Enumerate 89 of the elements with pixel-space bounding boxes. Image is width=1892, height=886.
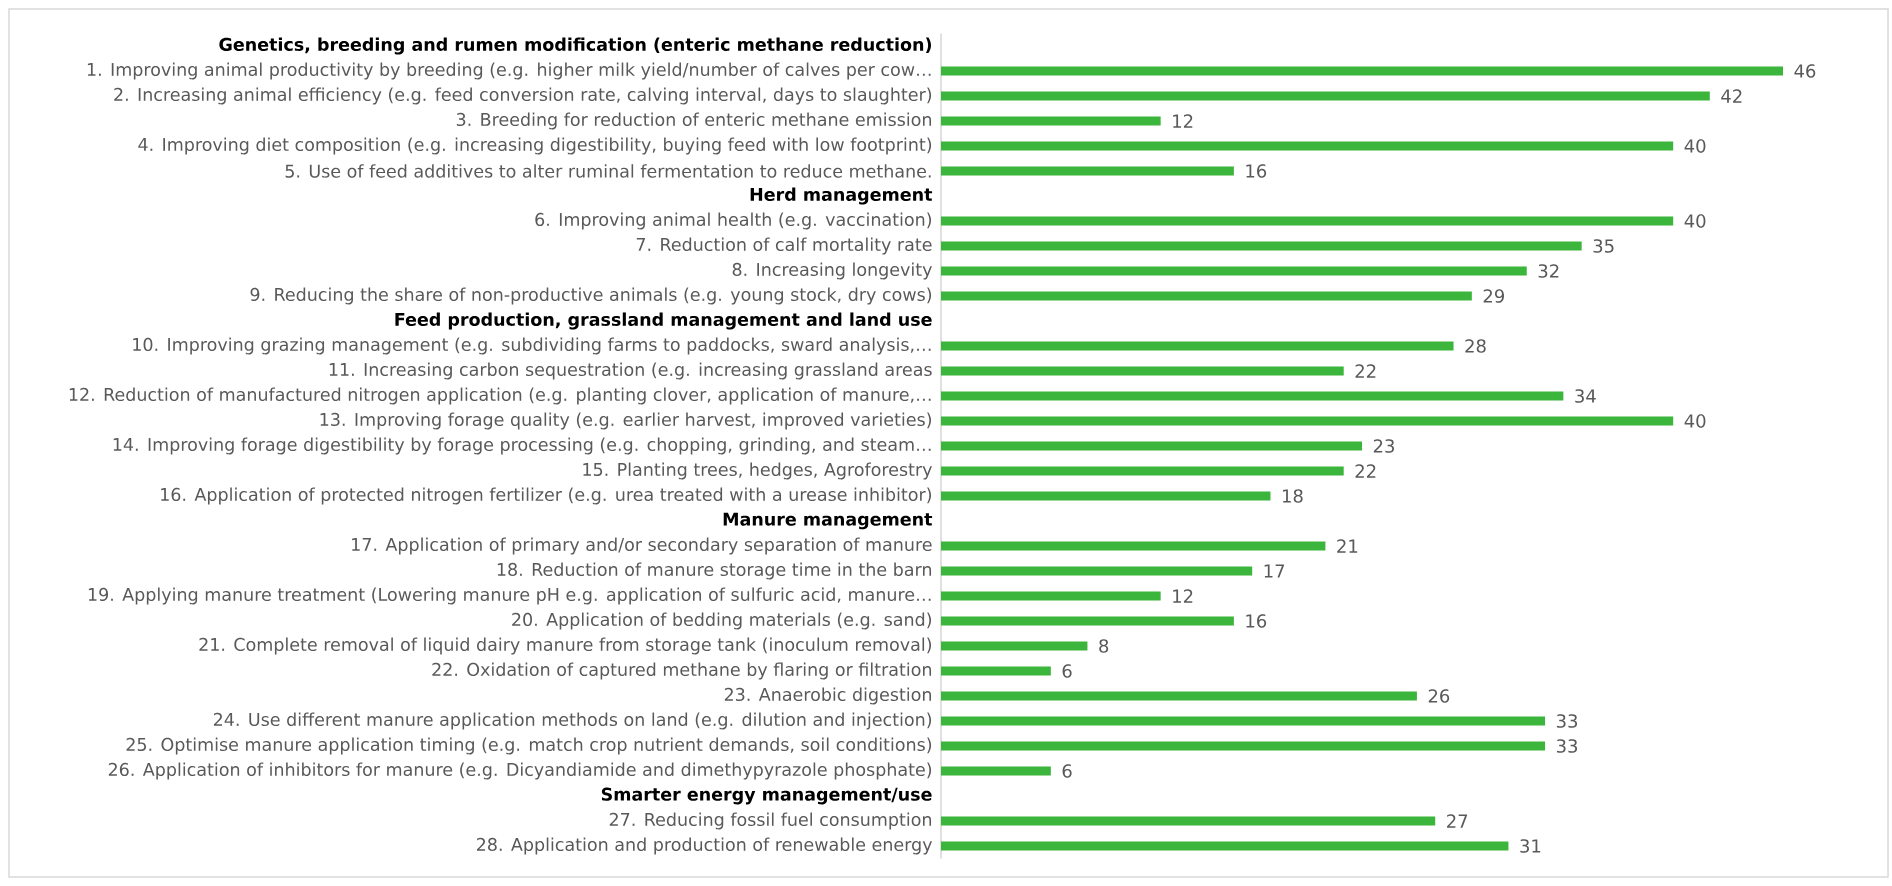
data-label: 27 — [1447, 814, 1468, 828]
data-label: 28 — [1465, 339, 1486, 353]
bar — [941, 491, 1271, 501]
y-tick-label: 16. Application of protected nitrogen fertilizer (e.g. urea treated with a urease inhibitor) — [161, 487, 932, 505]
data-label: 26 — [1428, 689, 1450, 703]
bar — [941, 591, 1161, 601]
y-tick-label: 11. Increasing carbon sequestration (e.g. increasing grassland areas — [329, 362, 932, 380]
bar — [941, 766, 1051, 776]
data-label: 40 — [1684, 214, 1706, 228]
y-tick-label: Manure management — [723, 512, 933, 530]
y-tick-label: 27. Reducing fossil fuel consumption — [609, 812, 932, 830]
bar — [941, 291, 1472, 301]
data-label: 42 — [1721, 89, 1742, 103]
data-label: 35 — [1593, 239, 1614, 253]
data-label: 12 — [1173, 114, 1193, 128]
data-label: 40 — [1684, 414, 1706, 428]
bar — [941, 66, 1784, 76]
data-label: 31 — [1520, 839, 1541, 853]
y-tick-label: 8. Increasing longevity — [732, 262, 932, 280]
y-tick-label: 13. Improving forage quality (e.g. earlier harvest, improved varieties) — [320, 412, 932, 430]
bar — [941, 391, 1564, 401]
data-label: 12 — [1173, 589, 1193, 603]
y-tick-label: Genetics, breeding and rumen modification (enteric methane reduction) — [219, 37, 931, 55]
bar — [941, 666, 1051, 676]
bar — [941, 266, 1527, 276]
y-tick-label: 9. Reducing the share of non-productive animals (e.g. young stock, dry cows) — [250, 287, 932, 305]
y-tick-label: 28. Application and production of renewable energy — [476, 837, 933, 855]
y-tick-label: 14. Improving forage digestibility by forage processing (e.g. chopping, grinding, and steam… — [113, 437, 931, 455]
data-label: 6 — [1062, 664, 1072, 678]
data-label: 21 — [1337, 539, 1358, 553]
bar — [941, 716, 1546, 726]
y-tick-label: 15. Planting trees, hedges, Agroforestry — [583, 462, 932, 480]
data-label: 33 — [1556, 739, 1578, 753]
y-tick-label: 4. Improving diet composition (e.g. increasing digestibility, buying feed with low footprint) — [138, 137, 932, 155]
data-label: 34 — [1575, 389, 1596, 403]
y-tick-label: Feed production, grassland management and land use — [395, 312, 932, 330]
bar — [941, 116, 1161, 126]
bar — [941, 466, 1344, 476]
bar — [941, 166, 1234, 176]
bar — [941, 341, 1454, 351]
y-tick-label: 12. Reduction of manufactured nitrogen application (e.g. planting clover, application of manure,… — [69, 387, 931, 405]
bar — [941, 691, 1417, 701]
bar — [941, 841, 1509, 851]
bar — [941, 566, 1253, 576]
data-label: 29 — [1483, 289, 1504, 303]
data-label: 33 — [1556, 714, 1578, 728]
bar — [941, 541, 1326, 551]
data-label: 6 — [1062, 764, 1072, 778]
bar — [941, 816, 1436, 826]
data-label: 22 — [1355, 364, 1376, 378]
data-label: 32 — [1538, 264, 1559, 278]
bar — [941, 416, 1674, 426]
data-label: 17 — [1264, 564, 1285, 578]
y-tick-label: Smarter energy management/use — [601, 787, 932, 805]
y-tick-label: 2. Increasing animal efficiency (e.g. feed conversion rate, calving interval, days to slaughter) — [114, 87, 932, 105]
y-tick-label: 6. Improving animal health (e.g. vaccination) — [535, 212, 932, 230]
y-tick-label: 23. Anaerobic digestion — [724, 687, 931, 705]
y-tick-label: 25. Optimise manure application timing (e.g. match crop nutrient demands, soil conditions) — [126, 737, 932, 755]
data-label: 46 — [1794, 64, 1816, 78]
y-tick-label: 1. Improving animal productivity by breeding (e.g. higher milk yield/number of calves per cow… — [87, 62, 931, 80]
bar — [941, 641, 1088, 651]
data-label: 23 — [1373, 439, 1394, 453]
y-tick-label: 10. Improving grazing management (e.g. subdividing farms to paddocks, sward analysis,… — [133, 337, 931, 355]
y-tick-label: 17. Application of primary and/or secondary separation of manure — [352, 537, 932, 555]
bar — [941, 216, 1674, 226]
bar — [941, 741, 1546, 751]
bar — [941, 241, 1582, 251]
data-label: 16 — [1246, 614, 1267, 628]
y-tick-label: 24. Use different manure application methods on land (e.g. dilution and injection) — [213, 712, 932, 730]
y-tick-label: 18. Reduction of manure storage time in the barn — [497, 562, 932, 580]
bar — [941, 441, 1362, 451]
data-label: 40 — [1684, 139, 1706, 153]
data-label: 16 — [1246, 164, 1267, 178]
y-tick-label: 3. Breeding for reduction of enteric methane emission — [456, 112, 932, 130]
y-tick-label: 19. Applying manure treatment (Lowering manure pH e.g. application of sulfuric acid, manure… — [88, 587, 931, 605]
y-tick-label: 20. Application of bedding materials (e.g. sand) — [512, 612, 932, 630]
y-tick-label: Herd management — [750, 187, 933, 205]
bar — [941, 366, 1344, 376]
bar — [941, 141, 1674, 151]
bar — [941, 616, 1234, 626]
data-label: 22 — [1355, 464, 1376, 478]
y-tick-label: 22. Oxidation of captured methane by flaring or filtration — [432, 662, 932, 680]
data-label: 8 — [1099, 639, 1109, 653]
y-tick-label: 21. Complete removal of liquid dairy manure from storage tank (inoculum removal) — [199, 637, 932, 655]
bar — [941, 91, 1710, 101]
data-label: 18 — [1282, 489, 1303, 503]
y-tick-label: 7. Reduction of calf mortality rate — [636, 237, 932, 255]
y-tick-label: 26. Application of inhibitors for manure (e.g. Dicyandiamide and dimethypyrazole phosphate) — [108, 762, 932, 780]
y-tick-label: 5. Use of feed additives to alter ruminal fermentation to reduce methane. — [285, 164, 931, 178]
